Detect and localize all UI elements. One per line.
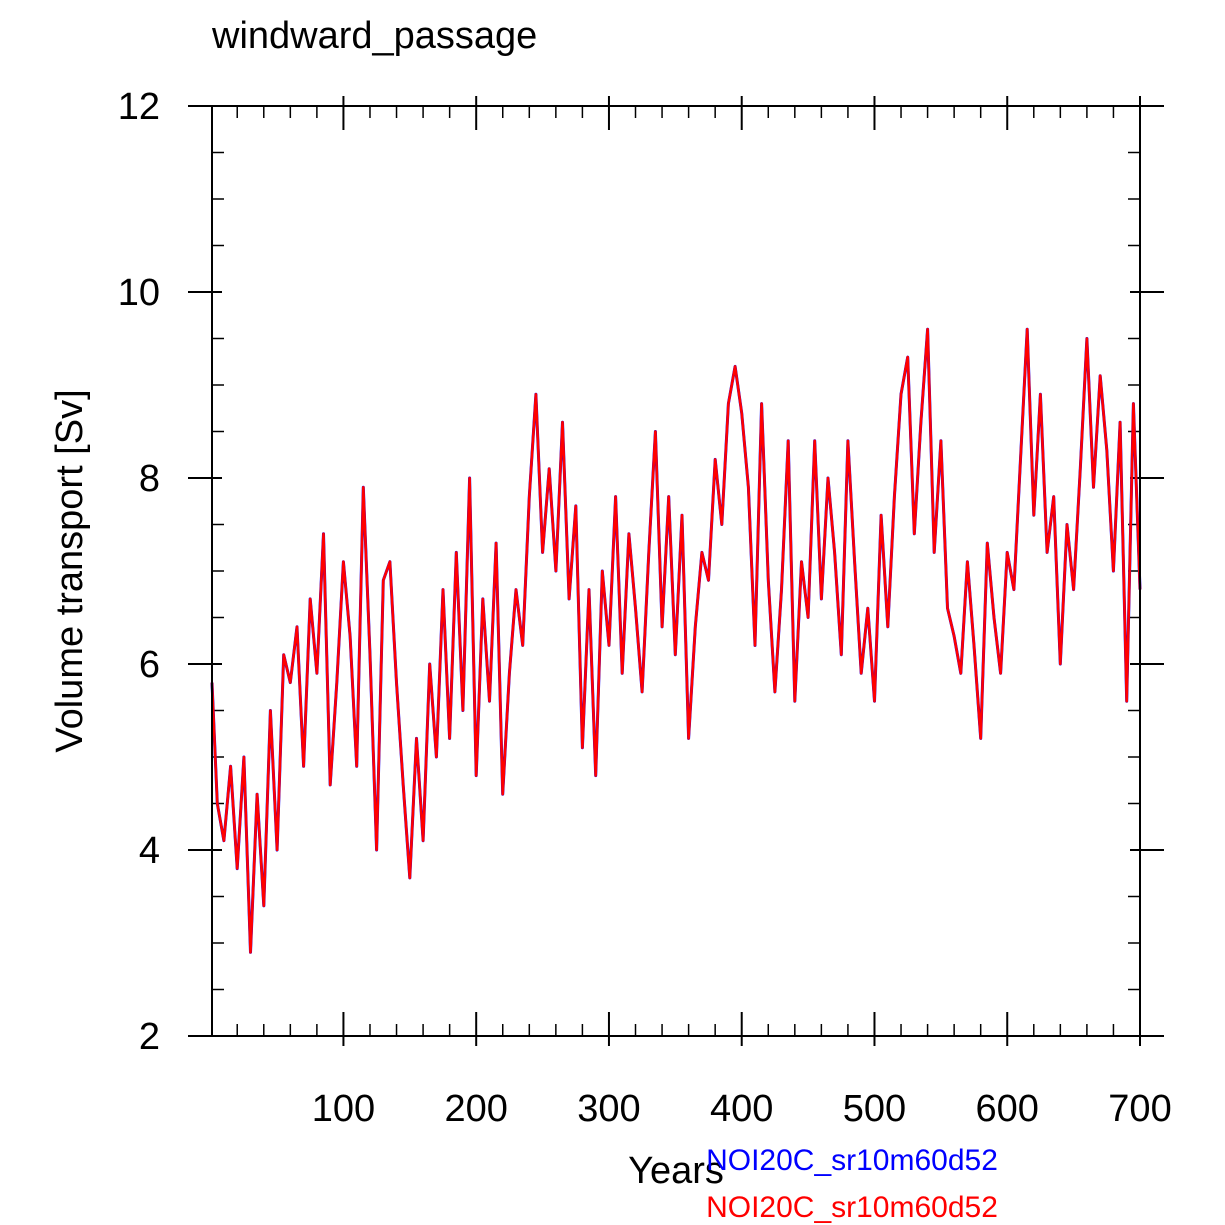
y-tick-label: 2 — [139, 1016, 160, 1058]
x-tick-label: 700 — [1108, 1088, 1171, 1130]
y-tick-label: 10 — [118, 272, 160, 314]
x-axis-label: Years — [628, 1150, 724, 1192]
legend-entry-blue: NOI20C_sr10m60d52 — [706, 1144, 998, 1177]
y-tick-label: 4 — [139, 830, 160, 872]
x-tick-label: 100 — [312, 1088, 375, 1130]
y-axis-label: Volume transport [Sv] — [49, 389, 91, 752]
y-tick-label: 8 — [139, 458, 160, 500]
legend-entry-red: NOI20C_sr10m60d52 — [706, 1191, 998, 1224]
x-tick-label: 300 — [577, 1088, 640, 1130]
chart-title: windward_passage — [211, 15, 537, 57]
tick-labels: 100 200 300 400 500 600 700 2 4 6 8 10 12 — [118, 86, 1172, 1130]
x-tick-label: 200 — [444, 1088, 507, 1130]
plot-frame — [211, 105, 1141, 1037]
x-tick-label: 500 — [843, 1088, 906, 1130]
x-tick-label: 400 — [710, 1088, 773, 1130]
axis-ticks — [188, 96, 1164, 1046]
x-tick-label: 600 — [976, 1088, 1039, 1130]
y-tick-label: 12 — [118, 86, 160, 128]
y-tick-label: 6 — [139, 644, 160, 686]
series-line-red — [210, 327, 1142, 954]
series-lines — [210, 327, 1142, 954]
